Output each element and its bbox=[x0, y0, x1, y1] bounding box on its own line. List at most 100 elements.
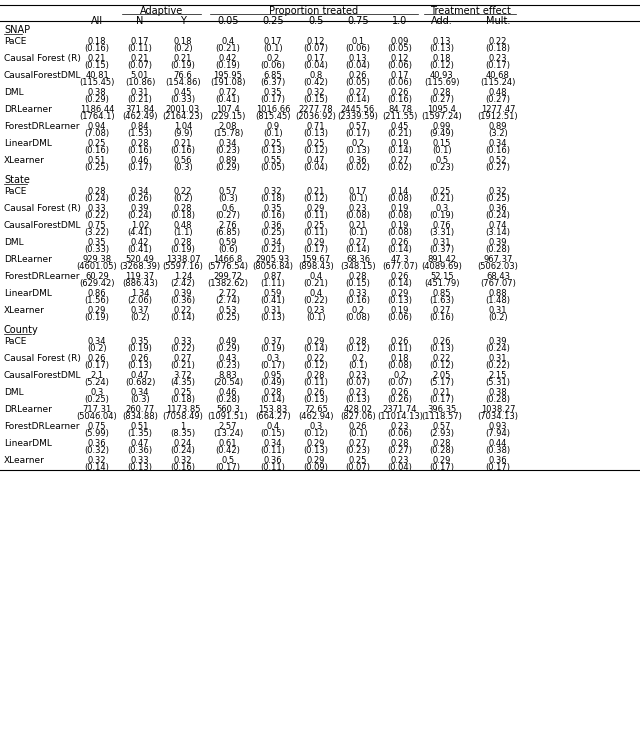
Text: (0.16): (0.16) bbox=[429, 313, 454, 322]
Text: (451.79): (451.79) bbox=[424, 279, 460, 288]
Text: (0.23): (0.23) bbox=[346, 446, 371, 455]
Text: 0.26: 0.26 bbox=[349, 422, 367, 431]
Text: 1.02: 1.02 bbox=[131, 221, 149, 230]
Text: 0.37: 0.37 bbox=[264, 337, 282, 346]
Text: 0.18: 0.18 bbox=[433, 54, 451, 63]
Text: (0.3): (0.3) bbox=[173, 163, 193, 172]
Text: (3.14): (3.14) bbox=[486, 228, 511, 237]
Text: (6.85): (6.85) bbox=[216, 228, 241, 237]
Text: 0.21: 0.21 bbox=[174, 54, 192, 63]
Text: (0.11): (0.11) bbox=[127, 44, 152, 53]
Text: 891.42: 891.42 bbox=[428, 255, 456, 264]
Text: 0.17: 0.17 bbox=[264, 37, 282, 46]
Text: Causal Forest (R): Causal Forest (R) bbox=[4, 354, 81, 363]
Text: 0.26: 0.26 bbox=[391, 337, 409, 346]
Text: (0.09): (0.09) bbox=[303, 463, 328, 472]
Text: 1173.85: 1173.85 bbox=[166, 405, 200, 414]
Text: 0.47: 0.47 bbox=[307, 156, 325, 165]
Text: 0.34: 0.34 bbox=[219, 139, 237, 148]
Text: (0.13): (0.13) bbox=[260, 313, 285, 322]
Text: DML: DML bbox=[4, 88, 24, 97]
Text: 0.39: 0.39 bbox=[489, 238, 508, 247]
Text: 520.49: 520.49 bbox=[125, 255, 154, 264]
Text: (0.06): (0.06) bbox=[387, 78, 413, 87]
Text: (0.25): (0.25) bbox=[486, 194, 511, 203]
Text: (0.23): (0.23) bbox=[429, 163, 454, 172]
Text: (3.22): (3.22) bbox=[84, 228, 109, 237]
Text: 1186.44: 1186.44 bbox=[80, 105, 114, 114]
Text: (0.13): (0.13) bbox=[127, 361, 152, 370]
Text: 40.68: 40.68 bbox=[486, 71, 510, 80]
Text: (0.11): (0.11) bbox=[388, 344, 412, 353]
Text: 3.72: 3.72 bbox=[173, 371, 192, 380]
Text: (0.08): (0.08) bbox=[387, 211, 413, 220]
Text: (0.13): (0.13) bbox=[429, 44, 454, 53]
Text: (0.08): (0.08) bbox=[387, 228, 413, 237]
Text: (0.05): (0.05) bbox=[346, 78, 371, 87]
Text: 0.26: 0.26 bbox=[391, 88, 409, 97]
Text: 0.17: 0.17 bbox=[391, 71, 409, 80]
Text: (0.06): (0.06) bbox=[387, 61, 413, 70]
Text: (0.29): (0.29) bbox=[216, 163, 241, 172]
Text: 0.26: 0.26 bbox=[131, 354, 149, 363]
Text: (0.28): (0.28) bbox=[216, 395, 241, 404]
Text: (211.55): (211.55) bbox=[382, 112, 418, 121]
Text: 0.24: 0.24 bbox=[174, 439, 192, 448]
Text: 0.3: 0.3 bbox=[266, 354, 280, 363]
Text: 153.83: 153.83 bbox=[259, 405, 287, 414]
Text: 0.49: 0.49 bbox=[219, 337, 237, 346]
Text: 0.56: 0.56 bbox=[173, 156, 192, 165]
Text: 0.53: 0.53 bbox=[219, 306, 237, 315]
Text: 0.35: 0.35 bbox=[88, 238, 106, 247]
Text: (0.1): (0.1) bbox=[348, 429, 368, 438]
Text: 1095.4: 1095.4 bbox=[428, 105, 456, 114]
Text: 299.72: 299.72 bbox=[214, 272, 243, 281]
Text: (0.22): (0.22) bbox=[84, 211, 109, 220]
Text: 0.89: 0.89 bbox=[489, 122, 508, 131]
Text: (815.45): (815.45) bbox=[255, 112, 291, 121]
Text: (0.02): (0.02) bbox=[346, 163, 371, 172]
Text: 2371.74: 2371.74 bbox=[383, 405, 417, 414]
Text: (0.17): (0.17) bbox=[429, 463, 454, 472]
Text: (0.17): (0.17) bbox=[486, 463, 511, 472]
Text: 0.32: 0.32 bbox=[264, 187, 282, 196]
Text: 0.57: 0.57 bbox=[219, 187, 237, 196]
Text: 0.27: 0.27 bbox=[349, 238, 367, 247]
Text: 0.21: 0.21 bbox=[433, 388, 451, 397]
Text: 0.26: 0.26 bbox=[349, 71, 367, 80]
Text: 52.15: 52.15 bbox=[430, 272, 454, 281]
Text: 0.23: 0.23 bbox=[391, 422, 409, 431]
Text: 0.39: 0.39 bbox=[131, 204, 149, 213]
Text: (0.13): (0.13) bbox=[260, 146, 285, 155]
Text: 396.35: 396.35 bbox=[428, 405, 456, 414]
Text: (0.22): (0.22) bbox=[303, 296, 328, 305]
Text: 0.22: 0.22 bbox=[489, 37, 507, 46]
Text: (0.14): (0.14) bbox=[388, 245, 412, 254]
Text: (154.86): (154.86) bbox=[165, 78, 201, 87]
Text: Proportion treated: Proportion treated bbox=[269, 6, 358, 16]
Text: (0.16): (0.16) bbox=[486, 146, 511, 155]
Text: (0.17): (0.17) bbox=[486, 61, 511, 70]
Text: (0.41): (0.41) bbox=[216, 95, 241, 104]
Text: (0.17): (0.17) bbox=[260, 361, 285, 370]
Text: (0.6): (0.6) bbox=[218, 245, 238, 254]
Text: 0.29: 0.29 bbox=[307, 238, 325, 247]
Text: (3.2): (3.2) bbox=[488, 129, 508, 138]
Text: 0.71: 0.71 bbox=[307, 122, 325, 131]
Text: (0.14): (0.14) bbox=[260, 395, 285, 404]
Text: (348.15): (348.15) bbox=[340, 262, 376, 271]
Text: 0.13: 0.13 bbox=[349, 54, 367, 63]
Text: (0.2): (0.2) bbox=[130, 313, 150, 322]
Text: 0.21: 0.21 bbox=[349, 221, 367, 230]
Text: All: All bbox=[91, 16, 103, 26]
Text: 1.0: 1.0 bbox=[392, 16, 408, 26]
Text: 0.28: 0.28 bbox=[349, 272, 367, 281]
Text: DRLearner: DRLearner bbox=[4, 255, 52, 264]
Text: 428.02: 428.02 bbox=[344, 405, 372, 414]
Text: 0.27: 0.27 bbox=[349, 88, 367, 97]
Text: (0.18): (0.18) bbox=[170, 211, 195, 220]
Text: (0.37): (0.37) bbox=[429, 245, 454, 254]
Text: (0.19): (0.19) bbox=[171, 245, 195, 254]
Text: 0.51: 0.51 bbox=[88, 156, 106, 165]
Text: (462.94): (462.94) bbox=[298, 412, 333, 421]
